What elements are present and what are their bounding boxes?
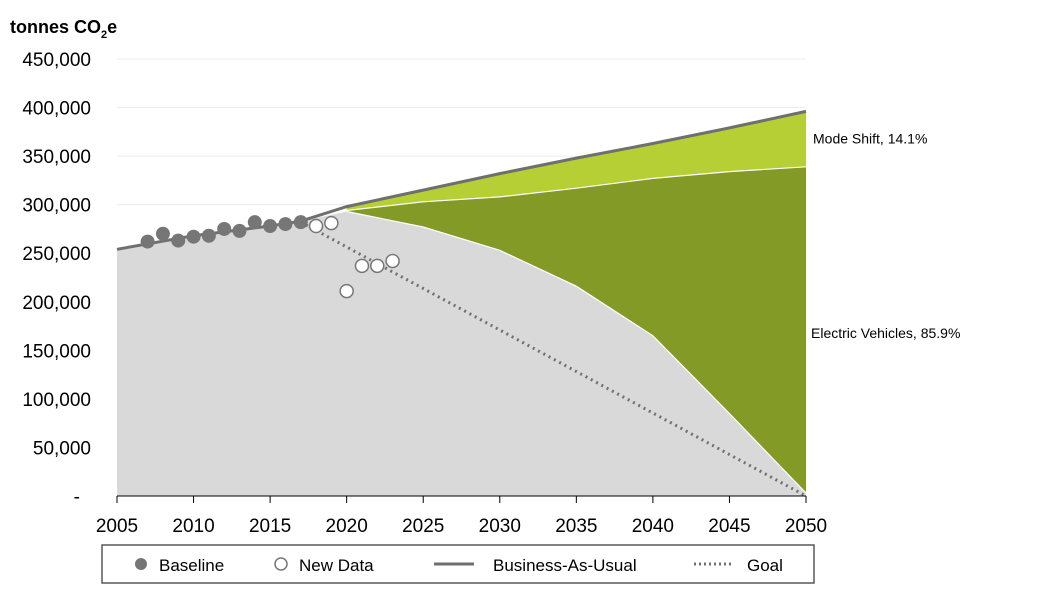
baseline-point (263, 219, 278, 234)
legend-baseline-marker (135, 558, 147, 570)
legend-new-data-marker (274, 557, 288, 571)
legend-goal-label: Goal (747, 556, 783, 575)
baseline-point (278, 217, 293, 232)
x-tick-label: 2005 (96, 516, 138, 537)
y-tick-label: 250,000 (22, 244, 91, 265)
baseline-point (217, 221, 232, 236)
new-data-point (308, 218, 324, 234)
y-tick-label: - (74, 487, 80, 508)
y-tick-label: 150,000 (22, 341, 91, 362)
x-tick-label: 2010 (172, 516, 214, 537)
x-tick-label: 2025 (402, 516, 444, 537)
legend: Baseline New Data Business-As-Usual Goal (101, 544, 815, 584)
baseline-point (171, 233, 186, 248)
y-axis-ticks: - 50,000 100,000 150,000 200,000 250,000 300,0… (22, 50, 91, 508)
new-data-point (324, 215, 339, 231)
x-tick-label: 2040 (632, 516, 674, 537)
y-tick-label: 50,000 (33, 438, 91, 459)
annotation-electric-vehicles: Electric Vehicles, 85.9% (811, 325, 960, 341)
new-data-point (385, 253, 400, 269)
baseline-point (186, 229, 201, 244)
electric-vehicles-boundary (346, 210, 807, 494)
y-tick-label: 100,000 (22, 390, 91, 411)
x-tick-label: 2035 (555, 516, 597, 537)
baseline-point (247, 215, 262, 230)
x-tick-label: 2015 (249, 516, 291, 537)
new-data-point (370, 258, 385, 274)
legend-bau-label: Business-As-Usual (493, 556, 637, 575)
baseline-point (155, 226, 170, 241)
x-tick-label: 2050 (785, 516, 827, 537)
new-data-point (339, 283, 354, 299)
y-tick-label: 200,000 (22, 293, 91, 314)
y-tick-label: 300,000 (22, 196, 91, 217)
x-tick-label: 2045 (708, 516, 750, 537)
y-tick-label: 450,000 (22, 50, 91, 71)
y-tick-label: 400,000 (22, 99, 91, 120)
baseline-point (232, 223, 247, 238)
mode-shift-boundary (346, 166, 807, 212)
new-data-point (354, 258, 370, 274)
baseline-point (201, 228, 216, 243)
baseline-point (140, 234, 155, 249)
annotation-mode-shift: Mode Shift, 14.1% (813, 131, 927, 147)
x-tick-label: 2020 (326, 516, 368, 537)
electric-vehicles-area (346, 166, 806, 494)
legend-baseline-label: Baseline (159, 556, 224, 575)
y-axis-title: tonnes CO2e (10, 17, 117, 41)
remaining-emissions-area (117, 211, 806, 496)
legend-new-data-label: New Data (299, 556, 374, 575)
y-tick-label: 350,000 (22, 147, 91, 168)
x-tick-label: 2030 (479, 516, 521, 537)
x-axis-ticks: 2005 2010 2015 2020 2025 2030 2035 2040 2045 2050 (96, 496, 827, 537)
baseline-point (293, 215, 308, 230)
markers (140, 215, 400, 299)
